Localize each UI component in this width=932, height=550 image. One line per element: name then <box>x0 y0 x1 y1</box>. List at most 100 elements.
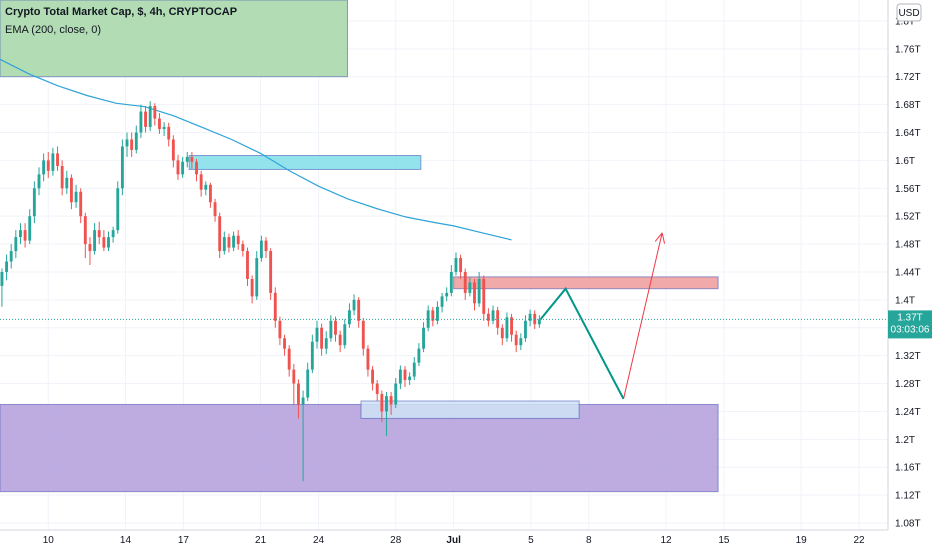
candle <box>338 330 342 353</box>
price-axis[interactable]: 1.08T1.12T1.16T1.2T1.24T1.28T1.32T1.36T1… <box>895 16 921 529</box>
candle <box>250 275 254 304</box>
candle <box>218 212 222 259</box>
candle <box>449 265 453 297</box>
candle <box>496 306 500 335</box>
price-tick-label: 1.28T <box>895 379 921 390</box>
candle <box>463 268 467 300</box>
top-green-box[interactable] <box>0 0 348 78</box>
candle <box>403 366 407 388</box>
candle-body <box>278 320 282 339</box>
candle <box>468 277 472 297</box>
candle <box>486 308 490 327</box>
candle-body <box>162 126 166 130</box>
red-resistance[interactable] <box>453 276 719 290</box>
candle <box>185 152 189 168</box>
candle-body <box>283 338 286 349</box>
candle <box>297 379 300 419</box>
candle-body <box>380 394 384 412</box>
candle-body <box>51 153 55 171</box>
candle <box>537 315 541 328</box>
candle <box>361 318 365 356</box>
candle-body <box>524 320 527 339</box>
time-axis[interactable]: 10 14 17 21 24 28 Jul 5 8 12 15 19 22 <box>43 535 865 546</box>
candle <box>241 240 245 257</box>
candle <box>195 159 198 182</box>
candle <box>412 357 416 381</box>
current-price-badge: 1.37T 03:03:06 <box>888 310 932 339</box>
price-tick-label: 1.4T <box>895 295 915 306</box>
candle <box>380 390 384 422</box>
time-tick-label: 28 <box>390 535 402 546</box>
ema-indicator-label[interactable]: EMA (200, close, 0) <box>5 24 101 36</box>
candle-body <box>255 258 259 297</box>
candle <box>246 247 249 286</box>
candle <box>306 362 310 401</box>
candle-body <box>287 348 291 370</box>
candle <box>46 152 50 178</box>
candle <box>28 209 32 245</box>
time-tick-label: 15 <box>718 535 730 546</box>
candle <box>334 316 337 342</box>
candle-body <box>167 126 171 140</box>
candle-body <box>500 327 504 339</box>
candle <box>528 309 532 327</box>
candle-body <box>491 310 495 321</box>
candle <box>153 103 157 126</box>
candle-body <box>375 383 379 395</box>
candle <box>144 106 147 133</box>
cyan-resistance[interactable] <box>188 155 422 170</box>
candle <box>385 391 388 436</box>
drawn-zones[interactable] <box>0 0 719 493</box>
time-tick-label: 17 <box>178 535 190 546</box>
candle-body <box>107 237 110 248</box>
candle <box>107 231 110 252</box>
candle-body <box>176 160 180 175</box>
candle-body <box>324 338 328 349</box>
candle <box>227 233 231 253</box>
price-tick-label: 1.72T <box>895 72 921 83</box>
candle <box>222 231 226 255</box>
candle-body <box>46 160 50 171</box>
price-axis-panel[interactable] <box>888 0 932 550</box>
candle-body <box>65 177 69 189</box>
candle-body <box>486 313 490 321</box>
candle <box>273 287 277 328</box>
chart-legend-title: Crypto Total Market Cap, $, 4h, CRYPTOCA… <box>5 6 237 18</box>
candle <box>519 333 523 351</box>
purple-support[interactable] <box>0 403 719 493</box>
currency-unit-tag[interactable]: USD <box>896 3 922 22</box>
target-arrow-head <box>661 232 666 244</box>
candle <box>505 312 509 342</box>
candle-body <box>343 324 347 346</box>
candle-body <box>148 106 152 127</box>
candle-body <box>227 237 231 248</box>
time-tick-label: 24 <box>313 535 325 546</box>
ema-line <box>0 58 512 241</box>
target-arrow-line <box>623 232 663 400</box>
candle-body <box>213 202 217 217</box>
candle <box>315 320 319 349</box>
candle-body <box>468 282 472 293</box>
candle <box>208 182 212 208</box>
light-blue-support[interactable] <box>360 400 580 419</box>
candle <box>292 364 296 405</box>
candle <box>320 323 324 356</box>
candle-body <box>431 310 435 321</box>
candle-series[interactable] <box>0 101 541 482</box>
candle <box>491 305 495 325</box>
candle-body <box>195 161 198 175</box>
projection-drawings[interactable] <box>539 232 666 400</box>
price-tick-label: 1.24T <box>895 407 921 418</box>
candle <box>60 160 64 196</box>
candle-body <box>398 369 402 384</box>
candle <box>477 271 481 307</box>
candle <box>255 251 259 300</box>
current-price-label: 1.37T <box>897 312 923 323</box>
candle <box>347 303 351 328</box>
candle-body <box>144 111 147 127</box>
target-arrow-head <box>654 232 663 242</box>
candle-body <box>79 191 83 217</box>
candle <box>389 391 393 415</box>
candle-body <box>514 334 518 346</box>
